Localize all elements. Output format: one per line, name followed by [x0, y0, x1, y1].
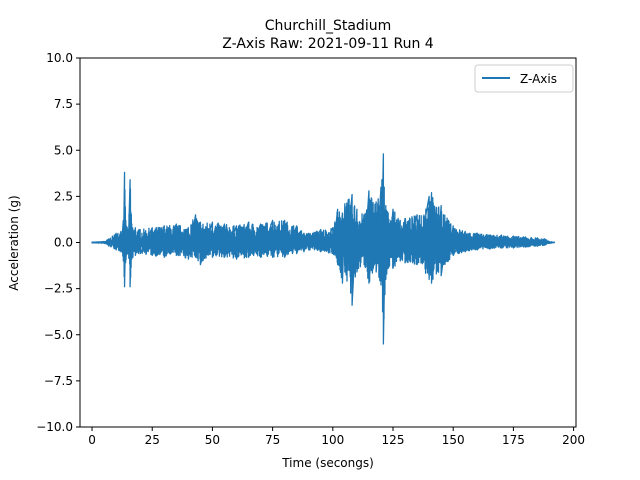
x-tick-label: 125 [382, 433, 405, 447]
y-tick-label: 10.0 [46, 51, 73, 65]
x-tick-label: 25 [145, 433, 160, 447]
axes: 0 25 50 75 100 125 150 175 200 −10.0 −7.5 −5.0 −2.5 0… [36, 51, 585, 447]
chart-subtitle: Z-Axis Raw: 2021-09-11 Run 4 [222, 36, 434, 52]
series-line-z-axis [91, 153, 555, 345]
y-tick-label: −2.5 [44, 282, 73, 296]
y-tick-label: 5.0 [54, 143, 73, 157]
legend-label: Z-Axis [520, 72, 557, 86]
x-tick-label: 100 [321, 433, 344, 447]
chart-title: Churchill_Stadium [265, 18, 391, 34]
x-tick-label: 150 [442, 433, 465, 447]
y-tick-label: 7.5 [54, 97, 73, 111]
x-tick-label: 175 [502, 433, 525, 447]
y-tick-label: −7.5 [44, 374, 73, 388]
y-axis-label: Acceleration (g) [7, 195, 21, 290]
plot-area [91, 153, 555, 345]
x-tick-label: 0 [88, 433, 96, 447]
legend-box [474, 64, 574, 93]
x-tick-label: 50 [205, 433, 220, 447]
x-tick-label: 200 [562, 433, 585, 447]
legend: Z-Axis [474, 64, 574, 93]
y-tick-label: 2.5 [54, 189, 73, 203]
y-tick-label: 0.0 [54, 236, 73, 250]
y-tick-label: −5.0 [44, 328, 73, 342]
x-axis-label: Time (secongs) [281, 456, 374, 470]
x-tick-label: 75 [265, 433, 280, 447]
y-tick-label: −10.0 [36, 420, 73, 434]
